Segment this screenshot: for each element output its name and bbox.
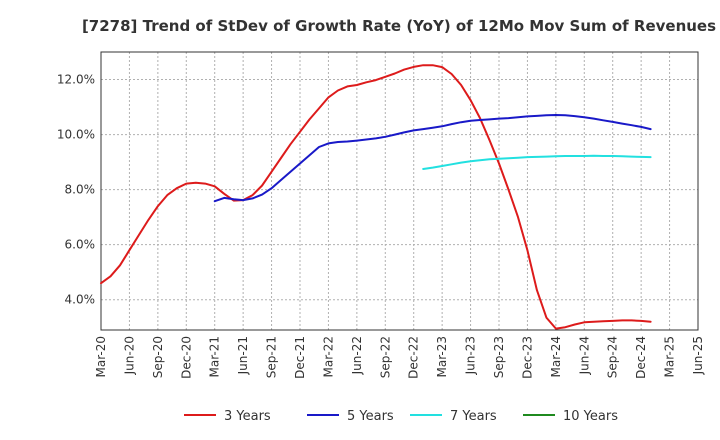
x-tick-label: Mar-20	[94, 336, 108, 377]
legend-label: 7 Years	[450, 409, 497, 424]
y-tick-label: 6.0%	[65, 238, 96, 252]
x-axis-tick-labels: Mar-20 Jun-20 Sep-20 Dec-20 Mar-21 Jun-21 Sep-…	[94, 336, 705, 379]
x-tick-label: Sep-24	[606, 336, 620, 378]
x-tick-label: Jun-21	[236, 336, 250, 375]
legend-label: 5 Years	[347, 409, 394, 424]
x-tick-label: Jun-23	[464, 336, 478, 375]
x-tick-label: Sep-21	[265, 336, 279, 378]
x-tick-label: Jun-22	[350, 336, 364, 375]
y-tick-label: 12.0%	[57, 73, 95, 87]
y-axis-tick-labels: 4.0% 6.0% 8.0% 10.0% 12.0%	[57, 73, 95, 307]
x-tick-label: Mar-25	[663, 336, 677, 377]
x-tick-label: Dec-21	[293, 336, 307, 379]
plot-area-frame	[100, 51, 699, 331]
y-tick-label: 8.0%	[65, 183, 96, 197]
x-tick-label: Sep-20	[151, 336, 165, 378]
x-tick-label: Mar-22	[321, 336, 335, 377]
grid-lines	[101, 52, 698, 330]
y-tick-label: 10.0%	[57, 128, 95, 142]
x-tick-label: Mar-24	[549, 336, 563, 377]
x-tick-label: Sep-23	[492, 336, 506, 378]
x-tick-label: Mar-23	[435, 336, 449, 377]
chart-title: [7278] Trend of StDev of Growth Rate (Yo…	[82, 17, 716, 35]
x-tick-label: Mar-21	[208, 336, 222, 377]
legend-label: 3 Years	[224, 409, 271, 424]
x-tick-label: Dec-22	[407, 336, 421, 379]
x-tick-label: Dec-23	[520, 336, 534, 379]
x-tick-label: Dec-20	[179, 336, 193, 379]
x-tick-label: Jun-25	[691, 336, 705, 375]
legend-label: 10 Years	[563, 409, 618, 424]
x-tick-label: Sep-22	[378, 336, 392, 378]
series-line-5-years	[213, 114, 652, 203]
series-lines	[100, 64, 652, 330]
series-line-7-years	[422, 154, 652, 170]
x-tick-label: Dec-24	[634, 336, 648, 379]
y-tick-label: 4.0%	[65, 293, 96, 307]
x-tick-label: Jun-24	[577, 336, 591, 375]
legend: 3 Years 5 Years 7 Years 10 Years	[184, 409, 618, 424]
series-line-3-years	[100, 64, 652, 330]
x-tick-label: Jun-20	[122, 336, 136, 375]
